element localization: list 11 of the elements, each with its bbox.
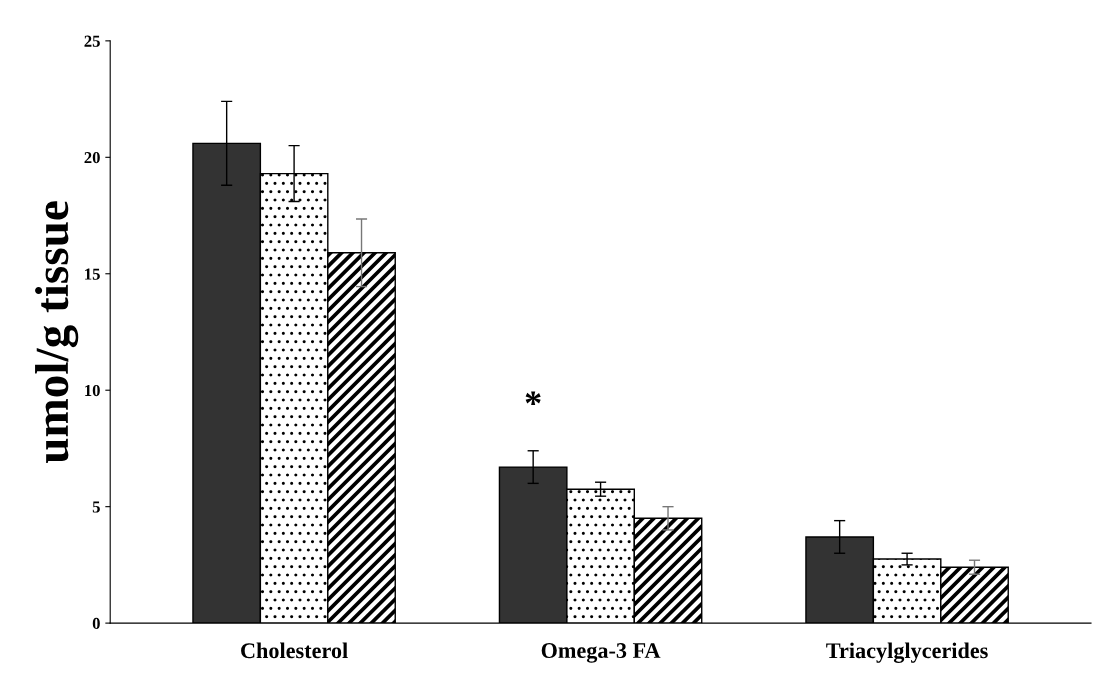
y-tick-label: 20 <box>84 152 100 164</box>
x-tick-label: Cholesterol <box>241 642 348 659</box>
y-tick-label: 15 <box>85 268 100 280</box>
annotation: * <box>525 391 541 405</box>
x-tick-label: Triacylglycerides <box>826 642 988 663</box>
y-axis-title: umol/g tissue <box>35 201 79 464</box>
x-tick-label: Omega-3 FA <box>541 643 661 663</box>
y-tick-label: 0 <box>92 617 100 630</box>
y-tick-label: 10 <box>85 384 100 397</box>
y-tick-label: 25 <box>84 35 100 47</box>
y-tick-label: 5 <box>92 501 100 513</box>
